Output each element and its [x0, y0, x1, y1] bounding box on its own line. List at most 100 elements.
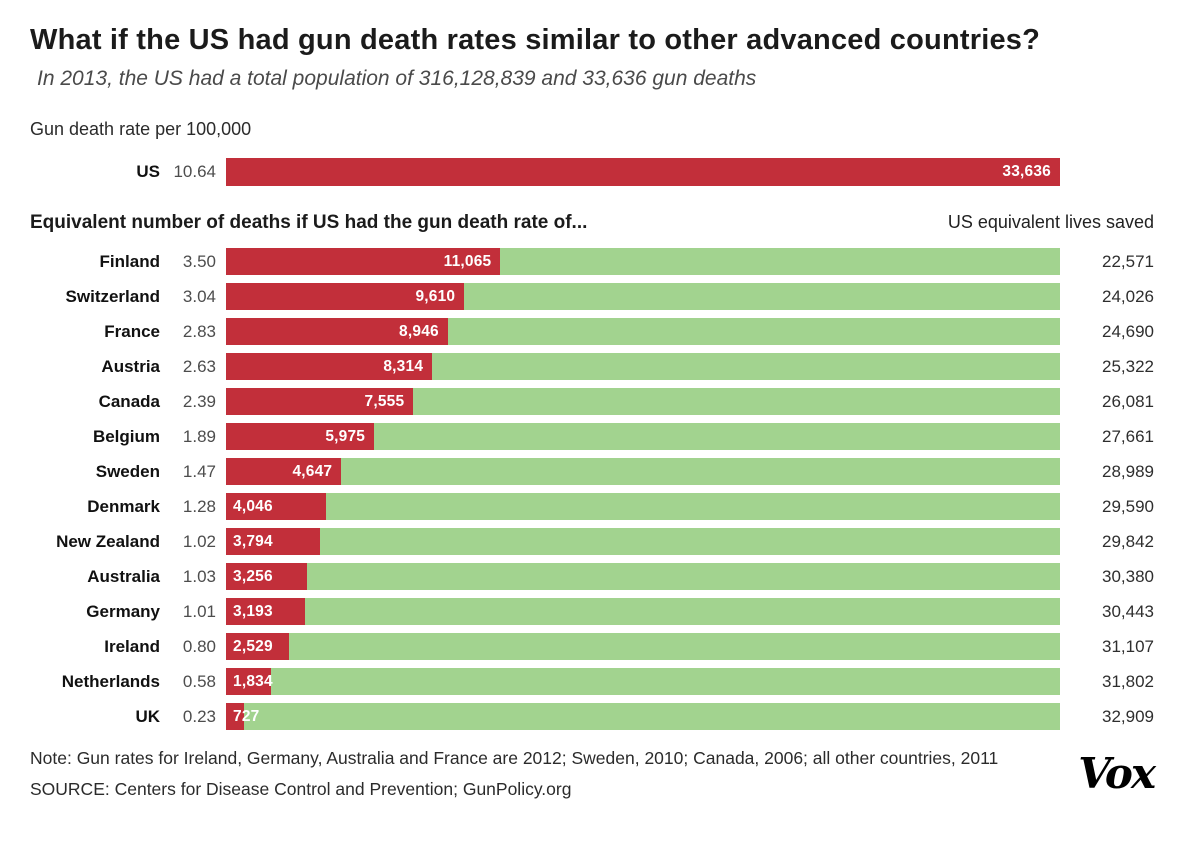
deaths-bar: 5,975 — [226, 423, 375, 450]
deaths-bar-label: 5,975 — [325, 427, 366, 445]
rate-value: 3.50 — [182, 251, 216, 271]
section-right-header: US equivalent lives saved — [947, 212, 1154, 232]
country-row: Australia 1.03 3,256 30,380 — [30, 563, 1154, 590]
page-title: What if the US had gun death rates simil… — [30, 24, 1041, 56]
rate-value: 2.63 — [182, 356, 216, 376]
saved-value: 31,107 — [1102, 636, 1154, 656]
country-label: Germany — [86, 601, 160, 621]
section-left-header: Equivalent number of deaths if US had th… — [30, 212, 588, 233]
country-label: Denmark — [87, 496, 160, 516]
footnote: Note: Gun rates for Ireland, Germany, Au… — [30, 748, 999, 768]
deaths-bar-label: 2,529 — [233, 637, 273, 655]
country-label: Austria — [101, 356, 160, 376]
deaths-bar-label: 727 — [233, 707, 260, 725]
lives-saved-bar: 3,794 — [226, 528, 1060, 555]
country-label: Australia — [87, 566, 160, 586]
lives-saved-bar: 4,046 — [226, 493, 1060, 520]
lives-saved-bar: 3,193 — [226, 598, 1060, 625]
saved-value: 30,443 — [1102, 601, 1154, 621]
rate-value: 10.64 — [173, 162, 216, 181]
lives-saved-bar: 5,975 — [226, 423, 1060, 450]
country-label: New Zealand — [56, 531, 160, 551]
deaths-bar-label: 3,794 — [233, 532, 273, 550]
deaths-bar: 9,610 — [226, 283, 465, 310]
deaths-bar: 1,834 — [226, 668, 273, 695]
country-row: Finland 3.50 11,065 22,571 — [30, 248, 1154, 275]
saved-value: 25,322 — [1102, 356, 1154, 376]
deaths-bar: 8,314 — [226, 353, 433, 380]
rate-value: 2.83 — [182, 321, 216, 341]
rate-value: 2.39 — [182, 391, 216, 411]
saved-value: 27,661 — [1102, 426, 1154, 446]
lives-saved-bar: 11,065 — [226, 248, 1060, 275]
deaths-bar: 4,647 — [226, 458, 342, 485]
country-row: Sweden 1.47 4,647 28,989 — [30, 458, 1154, 485]
deaths-bar-label: 9,610 — [415, 287, 456, 305]
country-row: Canada 2.39 7,555 26,081 — [30, 388, 1154, 415]
saved-value: 22,571 — [1102, 251, 1154, 271]
saved-value: 32,909 — [1102, 706, 1154, 726]
saved-value: 30,380 — [1102, 566, 1154, 586]
deaths-bar-label: 33,636 — [1002, 163, 1051, 180]
deaths-bar: 4,046 — [226, 493, 327, 520]
deaths-bar: 11,065 — [226, 248, 501, 275]
rate-value: 0.23 — [182, 706, 216, 726]
country-row: Denmark 1.28 4,046 29,590 — [30, 493, 1154, 520]
deaths-bar: 3,256 — [226, 563, 307, 590]
saved-value: 31,802 — [1102, 671, 1154, 691]
us-deaths-bar: 33,636 — [226, 158, 1060, 186]
rate-value: 0.80 — [182, 636, 216, 656]
country-row: France 2.83 8,946 24,690 — [30, 318, 1154, 345]
country-label: Canada — [98, 391, 160, 411]
rate-value: 1.01 — [182, 601, 216, 621]
rate-value: 1.89 — [182, 426, 216, 446]
us-row: US 10.64 33,636 — [30, 158, 1154, 186]
deaths-bar: 3,193 — [226, 598, 306, 625]
lives-saved-bar: 4,647 — [226, 458, 1060, 485]
footer-text-block: Note: Gun rates for Ireland, Germany, Au… — [30, 748, 998, 800]
axis-unit-label: Gun death rate per 100,000 — [30, 119, 252, 139]
deaths-bar: 2,529 — [226, 633, 289, 660]
country-row: Ireland 0.80 2,529 31,107 — [30, 633, 1154, 660]
country-label: Netherlands — [61, 671, 160, 691]
deaths-bar: 3,794 — [226, 528, 321, 555]
saved-value: 29,842 — [1102, 531, 1154, 551]
vox-logo: Vox — [1078, 749, 1156, 798]
deaths-bar-label: 4,046 — [233, 497, 273, 515]
source-credit: SOURCE: Centers for Disease Control and … — [30, 779, 572, 799]
country-row: Austria 2.63 8,314 25,322 — [30, 353, 1154, 380]
country-row: UK 0.23 727 32,909 — [30, 703, 1154, 730]
lives-saved-bar: 2,529 — [226, 633, 1060, 660]
deaths-bar-label: 3,256 — [233, 567, 273, 585]
deaths-bar: 8,946 — [226, 318, 448, 345]
rate-value: 1.47 — [182, 461, 216, 481]
lives-saved-bar: 8,946 — [226, 318, 1060, 345]
saved-value: 24,026 — [1102, 286, 1154, 306]
country-label: Ireland — [104, 636, 160, 656]
deaths-bar: 7,555 — [226, 388, 414, 415]
saved-value: 26,081 — [1102, 391, 1154, 411]
lives-saved-bar: 9,610 — [226, 283, 1060, 310]
lives-saved-bar: 1,834 — [226, 668, 1060, 695]
country-row: Belgium 1.89 5,975 27,661 — [30, 423, 1154, 450]
chart-subtitle: In 2013, the US had a total population o… — [37, 67, 757, 90]
deaths-bar: 727 — [226, 703, 259, 730]
deaths-bar-label: 8,946 — [399, 322, 439, 340]
country-label: Switzerland — [65, 286, 160, 306]
rate-value: 1.02 — [182, 531, 216, 551]
deaths-bar-label: 4,647 — [292, 462, 333, 480]
country-label: Finland — [99, 251, 160, 271]
country-row: Netherlands 0.58 1,834 31,802 — [30, 668, 1154, 695]
deaths-bar-label: 1,834 — [233, 672, 273, 690]
footer: Note: Gun rates for Ireland, Germany, Au… — [30, 748, 1156, 800]
country-label: France — [104, 321, 160, 341]
rate-value: 3.04 — [182, 286, 216, 306]
country-row: New Zealand 1.02 3,794 29,842 — [30, 528, 1154, 555]
rate-value: 1.28 — [182, 496, 216, 516]
lives-saved-bar: 727 — [226, 703, 1060, 730]
section-headers: Equivalent number of deaths if US had th… — [30, 212, 1154, 234]
lives-saved-bar: 8,314 — [226, 353, 1060, 380]
deaths-bar-label: 11,065 — [443, 252, 492, 270]
rate-value: 1.03 — [182, 566, 216, 586]
country-row: Switzerland 3.04 9,610 24,026 — [30, 283, 1154, 310]
